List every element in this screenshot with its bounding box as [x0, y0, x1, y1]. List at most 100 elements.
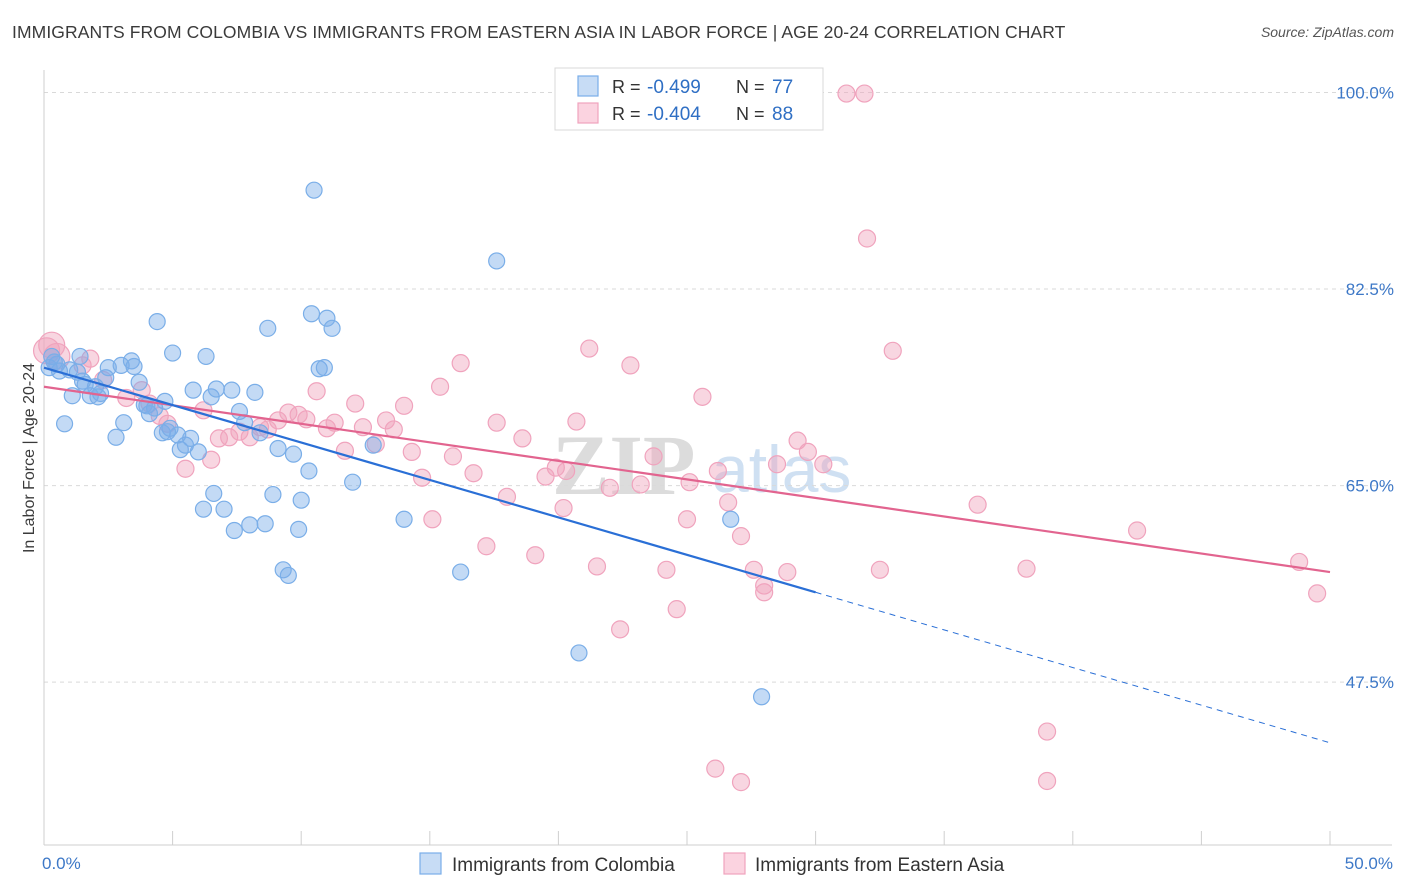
point-eastern-asia	[513, 429, 532, 448]
axes	[43, 70, 1392, 846]
stats-legend: R = -0.499 N = 77 R = -0.404 N = 88	[554, 67, 824, 131]
legend-n-label-1: N =	[736, 77, 765, 97]
chart-title: IMMIGRANTS FROM COLOMBIA VS IMMIGRANTS F…	[12, 22, 1066, 42]
point-eastern-asia	[1037, 722, 1057, 741]
point-colombia	[45, 353, 63, 371]
y-axis-label: In Labor Force | Age 20-24	[21, 363, 38, 553]
point-eastern-asia	[788, 431, 807, 450]
point-eastern-asia	[837, 84, 856, 103]
point-eastern-asia	[1017, 559, 1036, 578]
stats-legend-box	[554, 67, 824, 131]
point-eastern-asia	[677, 510, 697, 529]
point-colombia	[158, 423, 177, 441]
point-colombia	[205, 484, 223, 503]
point-eastern-asia	[580, 339, 599, 358]
point-eastern-asia	[546, 458, 565, 477]
point-eastern-asia	[731, 773, 751, 792]
point-colombia	[246, 383, 264, 401]
point-colombia	[112, 356, 130, 374]
point-eastern-asia	[176, 459, 195, 478]
bottom-legend-swatch-eastern-asia	[723, 852, 746, 875]
trend-line-colombia-extension	[815, 591, 1331, 744]
y-tick-label-1: 65.0%	[1346, 477, 1394, 496]
point-colombia	[256, 515, 274, 533]
x-tick-labels: 0.0% 50.0%	[42, 854, 1393, 873]
point-colombia	[302, 305, 321, 323]
point-eastern-asia	[464, 464, 483, 483]
point-eastern-asia	[778, 562, 797, 582]
point-eastern-asia	[883, 341, 902, 360]
point-eastern-asia	[567, 412, 586, 431]
point-colombia	[223, 381, 241, 399]
point-eastern-asia	[202, 450, 221, 469]
point-colombia	[130, 373, 148, 391]
legend-r-label-2: R =	[612, 104, 641, 124]
point-eastern-asia	[680, 473, 699, 492]
point-colombia	[184, 381, 202, 399]
point-colombia	[722, 510, 740, 528]
point-eastern-asia	[443, 447, 463, 466]
y-tick-label-3: 100.0%	[1336, 83, 1394, 102]
point-eastern-asia	[855, 84, 874, 103]
legend-r-value-2: -0.404	[647, 104, 701, 125]
point-eastern-asia	[755, 583, 774, 602]
point-colombia	[300, 462, 318, 480]
legend-n-value-1: 77	[772, 77, 793, 98]
point-colombia	[99, 359, 117, 377]
trend-lines	[43, 366, 1331, 744]
point-eastern-asia	[657, 560, 676, 579]
bottom-legend-swatch-colombia	[419, 852, 442, 875]
point-eastern-asia	[621, 356, 640, 375]
point-colombia	[323, 319, 341, 337]
point-eastern-asia	[693, 387, 712, 406]
point-eastern-asia	[346, 394, 365, 413]
point-colombia	[259, 319, 277, 337]
bottom-legend-label-eastern-asia: Immigrants from Eastern Asia	[755, 855, 1005, 876]
point-eastern-asia	[526, 546, 545, 565]
point-colombia	[452, 563, 470, 581]
point-eastern-asia	[631, 475, 650, 494]
point-eastern-asia	[451, 354, 470, 373]
point-eastern-asia	[798, 442, 817, 461]
point-eastern-asia	[81, 349, 100, 368]
legend-r-label-1: R =	[612, 77, 641, 97]
point-colombia	[395, 510, 413, 528]
point-eastern-asia	[968, 495, 987, 514]
point-eastern-asia	[1127, 521, 1147, 540]
point-colombia	[148, 312, 166, 331]
point-eastern-asia	[706, 759, 725, 778]
point-colombia	[264, 485, 282, 504]
point-eastern-asia	[587, 557, 607, 576]
legend-r-value-1: -0.499	[647, 77, 701, 98]
point-eastern-asia	[708, 461, 727, 481]
x-tick-label-0: 0.0%	[42, 854, 81, 873]
point-eastern-asia	[1308, 584, 1327, 603]
point-eastern-asia	[554, 498, 573, 518]
point-eastern-asia	[536, 467, 555, 486]
point-colombia	[284, 445, 303, 463]
point-eastern-asia	[394, 396, 414, 415]
point-colombia	[318, 309, 336, 327]
point-eastern-asia	[719, 493, 738, 512]
point-eastern-asia	[423, 510, 442, 529]
grid	[44, 91, 1392, 683]
point-colombia	[241, 516, 259, 534]
point-colombia	[290, 520, 308, 538]
point-eastern-asia	[477, 537, 496, 556]
trend-line-colombia	[43, 366, 816, 594]
point-colombia	[207, 380, 225, 398]
point-eastern-asia	[644, 447, 663, 466]
point-eastern-asia	[767, 455, 787, 474]
point-colombia	[125, 357, 143, 376]
bottom-legend: Immigrants from Colombia Immigrants from…	[419, 852, 1005, 876]
legend-n-value-2: 88	[772, 104, 793, 125]
point-colombia	[364, 436, 382, 454]
point-eastern-asia	[611, 620, 630, 639]
point-colombia	[107, 428, 125, 446]
point-colombia	[344, 473, 362, 491]
y-tick-label-2: 82.5%	[1346, 280, 1394, 299]
point-colombia	[89, 388, 107, 406]
legend-swatch-colombia	[577, 75, 599, 97]
point-colombia	[488, 252, 506, 270]
